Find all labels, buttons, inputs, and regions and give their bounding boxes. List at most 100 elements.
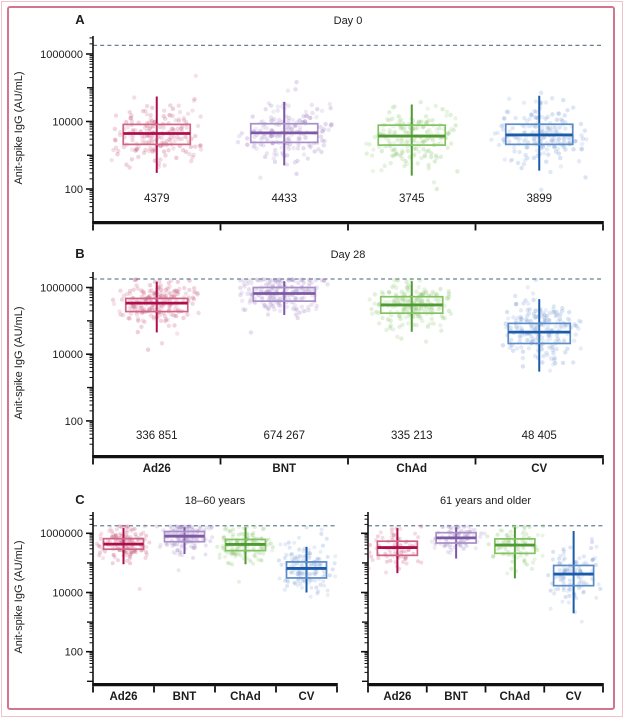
jitter-point (321, 568, 326, 573)
jitter-point (389, 147, 395, 153)
jitter-point (301, 548, 306, 553)
jitter-point (252, 143, 257, 148)
x-category-label: BNT (444, 691, 468, 703)
jitter-point (178, 550, 183, 555)
jitter-point (420, 318, 425, 324)
jitter-point (188, 524, 193, 529)
jitter-point (396, 313, 401, 319)
jitter-point (152, 292, 157, 297)
jitter-point (305, 156, 310, 161)
jitter-point (188, 144, 194, 149)
jitter-point (417, 278, 423, 283)
jitter-point (115, 151, 120, 157)
jitter-point (589, 546, 594, 551)
jitter-point (504, 109, 509, 114)
jitter-point (275, 280, 280, 285)
jitter-point (185, 138, 191, 143)
jitter-point (259, 294, 265, 300)
jitter-point (175, 548, 180, 553)
jitter-point (292, 278, 297, 284)
jitter-point (590, 557, 595, 562)
jitter-point (217, 552, 222, 557)
jitter-point (127, 305, 132, 311)
jitter-point (567, 568, 572, 573)
jitter-point (533, 109, 539, 115)
jitter-point (482, 531, 487, 536)
jitter-point (319, 108, 325, 114)
jitter-point (203, 543, 208, 548)
jitter-point (172, 524, 177, 529)
jitter-point (571, 360, 576, 365)
jitter-point (293, 296, 298, 301)
jitter-point (318, 582, 323, 587)
jitter-point (117, 309, 122, 314)
jitter-point (321, 579, 326, 584)
jitter-point (406, 548, 411, 553)
jitter-point (193, 543, 198, 548)
jitter-point (561, 547, 566, 552)
jitter-point (150, 149, 155, 154)
jitter-point (556, 111, 562, 116)
jitter-point (286, 137, 291, 142)
jitter-point (417, 313, 422, 319)
jitter-point (230, 562, 235, 567)
jitter-point (571, 105, 576, 110)
jitter-point (399, 551, 404, 556)
annotation-value: 4433 (271, 193, 297, 205)
jitter-point (369, 306, 374, 312)
jitter-point (406, 130, 411, 135)
jitter-point (296, 142, 301, 147)
jitter-point (562, 575, 567, 580)
jitter-point (390, 153, 395, 159)
jitter-point (533, 99, 539, 104)
jitter-point (522, 559, 527, 564)
jitter-point (402, 125, 407, 130)
jitter-point (491, 553, 496, 558)
group-BNT (154, 524, 215, 573)
jitter-point (235, 545, 240, 550)
jitter-point (579, 146, 584, 151)
jitter-point (170, 113, 175, 119)
jitter-point (268, 302, 273, 307)
jitter-point (558, 312, 563, 317)
jitter-point (182, 285, 187, 291)
jitter-point (307, 277, 312, 282)
jitter-point (113, 138, 118, 143)
jitter-point (397, 536, 402, 541)
jitter-point (576, 575, 581, 580)
jitter-point (191, 286, 197, 291)
jitter-point (532, 314, 537, 319)
jitter-point (533, 277, 539, 283)
jitter-point (289, 277, 294, 283)
jitter-point (192, 537, 197, 542)
jitter-point (382, 163, 387, 168)
jitter-point (289, 277, 295, 282)
jitter-point (534, 148, 540, 153)
jitter-point (261, 527, 266, 532)
jitter-point (156, 304, 162, 309)
jitter-point (272, 159, 278, 165)
jitter-point (301, 114, 306, 119)
jitter-point (298, 136, 303, 141)
jitter-point (113, 544, 118, 549)
jitter-point (553, 575, 558, 580)
jitter-point (521, 539, 526, 544)
jitter-point (233, 554, 238, 559)
jitter-point (113, 113, 119, 118)
jitter-point (186, 524, 191, 529)
jitter-point (379, 289, 385, 295)
jitter-point (376, 321, 382, 326)
y-axis-label: Anit-spike IgG (AU/mL) (13, 306, 25, 419)
jitter-point (277, 133, 283, 139)
jitter-point (442, 544, 447, 549)
jitter-point (328, 122, 334, 128)
jitter-point (567, 138, 572, 143)
jitter-point (186, 524, 191, 529)
jitter-point (113, 145, 119, 150)
jitter-point (307, 277, 313, 283)
annotation-value: 48 405 (522, 430, 557, 442)
jitter-point (583, 560, 588, 565)
jitter-point (423, 290, 429, 295)
jitter-point (271, 303, 276, 309)
jitter-point (262, 154, 268, 160)
